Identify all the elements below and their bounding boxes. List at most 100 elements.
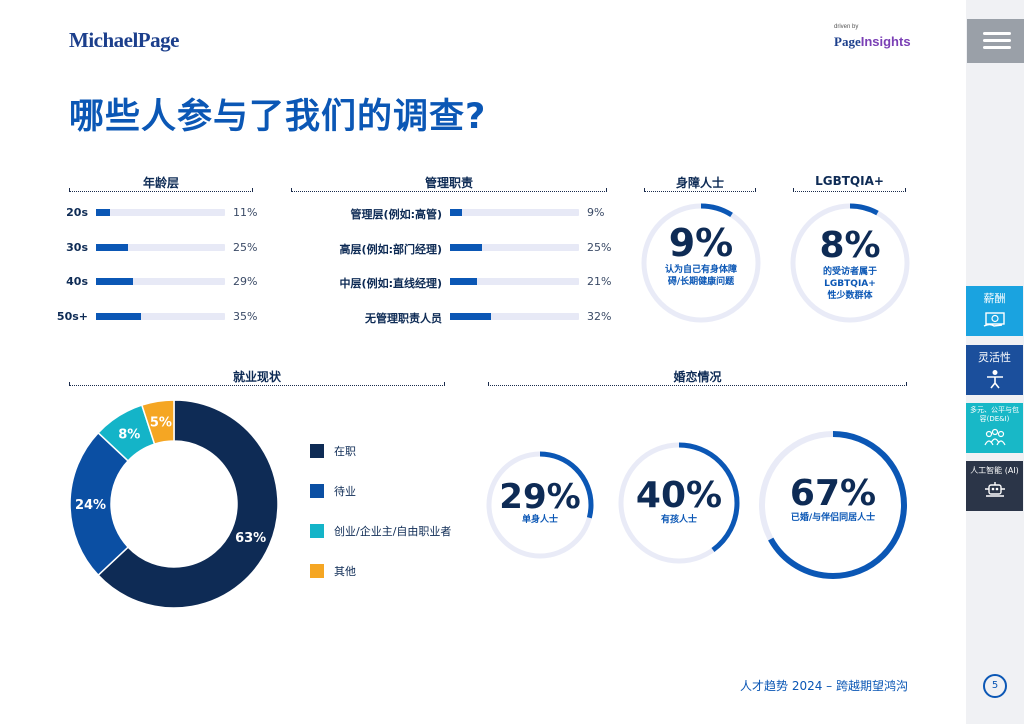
marital-section-heading: 婚恋情况 — [488, 368, 907, 386]
legend-swatch — [310, 564, 324, 578]
sidebar-tab-money[interactable]: 薪酬 — [966, 286, 1023, 336]
age-bar-track — [96, 312, 225, 320]
mgmt-bar-fill — [450, 209, 462, 216]
marital-ring-arc — [759, 431, 907, 579]
mgmt-bar-fill — [450, 278, 478, 285]
sidebar-tab-robot[interactable]: 人工智能 (AI) — [966, 461, 1023, 511]
marital-ring-svg — [486, 451, 594, 559]
page-logo-text: Page — [834, 34, 861, 49]
mgmt-bar-row: 中层(例如:直线经理) 21% — [340, 275, 612, 290]
age-bar-track — [96, 209, 225, 216]
marital-ring-arc — [486, 451, 594, 559]
marital-percent: 40% — [635, 475, 723, 516]
robot-icon — [982, 480, 1008, 500]
donut-slice-label: 63% — [235, 531, 266, 546]
legend-label: 待业 — [334, 485, 356, 498]
marital-ring-svg — [759, 431, 907, 579]
heading-divider — [644, 188, 756, 192]
age-bar-label: 30s — [66, 240, 88, 254]
mgmt-bar-label: 高层(例如:部门经理) — [339, 242, 442, 256]
sidebar-tab-label: 灵活性 — [978, 351, 1011, 364]
footer-title: 人才趋势 2024 – 跨越期望鸿沟 — [740, 679, 908, 693]
donut-slice — [97, 399, 279, 609]
disability-heading-text: 身障人士 — [675, 176, 724, 190]
marital-ring: 29% 单身人士 — [485, 450, 595, 560]
menu-button[interactable] — [967, 19, 1024, 63]
age-bar-fill — [96, 312, 142, 320]
employment-heading-text: 就业现状 — [232, 370, 281, 384]
lgbt-ring-svg — [790, 203, 910, 323]
hamburger-icon — [983, 39, 1011, 42]
age-bar-row: 50s+ 35% — [57, 310, 258, 324]
heading-divider — [793, 188, 906, 192]
disability-caption-2: 碍/长期健康问题 — [667, 277, 735, 287]
legend-swatch — [310, 524, 324, 538]
page-number[interactable]: 5 — [983, 674, 1007, 698]
age-section-heading: 年龄层 — [69, 174, 253, 192]
mgmt-bar-row: 高层(例如:部门经理) 25% — [340, 241, 612, 256]
disability-ring: 9% 认为自己有身体障 碍/长期健康问题 — [640, 202, 762, 324]
mgmt-bar-track — [450, 312, 579, 320]
mgmt-bar-value: 9% — [587, 206, 605, 219]
mgmt-section-heading: 管理职责 — [291, 174, 607, 192]
age-bar-fill — [96, 209, 111, 216]
legend-label: 创业/企业主/自由职业者 — [334, 525, 452, 538]
disability-percent: 9% — [668, 221, 734, 265]
donut-slice-label: 8% — [118, 427, 140, 442]
sidebar-tab-label: 多元、公平与包容(DE&I) — [970, 406, 1019, 423]
age-bar-label: 50s+ — [56, 309, 88, 323]
legend-swatch — [310, 484, 324, 498]
mgmt-bar-value: 25% — [587, 240, 612, 254]
hamburger-icon — [983, 46, 1011, 49]
legend-label: 在职 — [334, 445, 356, 458]
mgmt-heading-text: 管理职责 — [424, 176, 473, 190]
employment-donut-chart: 63% 24% 8% 5% — [69, 399, 279, 609]
money-icon — [982, 310, 1008, 330]
lgbt-heading-text: LGBTQIA+ — [815, 174, 884, 188]
page-title: 哪些人参与了我们的调查? — [69, 97, 487, 137]
legend-swatch — [310, 444, 324, 458]
age-bar-label: 40s — [66, 275, 88, 288]
sidebar-tab-person[interactable]: 灵活性 — [966, 345, 1023, 395]
sidebar-tab-group[interactable]: 多元、公平与包容(DE&I) — [966, 403, 1023, 453]
age-bar-fill — [96, 243, 129, 251]
employment-section-heading: 就业现状 — [69, 368, 445, 386]
driven-by-label: driven by — [834, 24, 859, 30]
lgbt-caption-2: LGBTQIA+ — [824, 279, 876, 289]
marital-ring: 40% 有孩人士 — [617, 441, 741, 565]
marital-ring: 67% 已婚/与伴侣同居人士 — [757, 429, 909, 581]
mgmt-bar-label: 无管理职责人员 — [365, 311, 442, 325]
age-bar-label: 20s — [66, 206, 88, 219]
age-bar-value: 11% — [233, 206, 258, 219]
marital-caption: 已婚/与伴侣同居人士 — [790, 513, 876, 523]
mgmt-bar-row: 管理层(例如:高管) 9% — [351, 206, 605, 221]
age-bar-fill — [96, 278, 134, 285]
mgmt-bar-track — [450, 243, 579, 251]
disability-ring-arc — [641, 203, 761, 323]
lgbt-caption-3: 性少数群体 — [827, 291, 873, 301]
mgmt-bar-track — [450, 209, 579, 216]
sidebar-tab-label: 人工智能 (AI) — [970, 466, 1019, 475]
mgmt-bar-fill — [450, 243, 483, 251]
mgmt-bar-label: 中层(例如:直线经理) — [339, 277, 442, 290]
marital-percent: 67% — [789, 473, 877, 514]
age-bar-row: 30s 25% — [66, 241, 257, 255]
age-bar-row: 20s 11% — [66, 206, 257, 220]
mgmt-bar-label: 管理层(例如:高管) — [350, 208, 442, 221]
age-bar-track — [96, 278, 225, 285]
sidebar: 薪酬灵活性多元、公平与包容(DE&I) 人工智能 (AI) — [966, 0, 1024, 724]
insights-logo-text: Insights — [860, 34, 911, 49]
michael-page-logo[interactable]: MichaelPage — [69, 28, 179, 52]
lgbt-caption-1: 的受访者属于 — [822, 267, 877, 277]
report-page: MichaelPage driven by PageInsights 哪些人参与… — [56, 24, 911, 693]
mgmt-bar-value: 32% — [587, 309, 612, 323]
heading-divider — [291, 188, 607, 192]
group-icon — [982, 428, 1008, 448]
mgmt-bar-row: 无管理职责人员 32% — [365, 310, 611, 325]
age-bar-value: 35% — [233, 309, 258, 323]
heading-divider — [488, 382, 907, 386]
mgmt-bar-fill — [450, 312, 492, 320]
donut-slice — [140, 399, 175, 446]
marital-heading-text: 婚恋情况 — [673, 370, 722, 384]
page-insights-logo[interactable]: driven by PageInsights — [834, 24, 911, 50]
